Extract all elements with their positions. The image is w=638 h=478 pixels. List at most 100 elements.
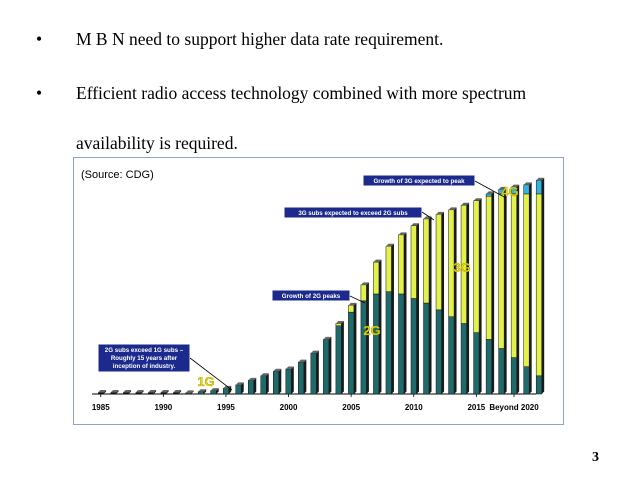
bar-segment — [273, 371, 280, 395]
annotation-pointer — [421, 211, 435, 221]
bar-side — [416, 223, 419, 394]
bar-top — [373, 259, 382, 263]
bar-segment — [398, 293, 405, 395]
bar-segment — [360, 284, 367, 302]
bullet-2-text: Efficient radio access technology combin… — [76, 83, 527, 103]
bar-top — [523, 182, 532, 185]
bar-side — [466, 202, 470, 394]
bar-segment — [348, 311, 355, 395]
bar-top — [285, 366, 294, 369]
generation-label: 4G — [501, 184, 518, 199]
bar-side — [203, 389, 207, 394]
bar-segment — [423, 218, 430, 304]
bar-segment — [260, 375, 267, 395]
bar-segment — [398, 234, 405, 295]
bar-segment — [460, 323, 467, 395]
annotation-3g-exceed-2g-box — [283, 206, 423, 219]
bar-side — [216, 388, 219, 394]
x-tick-label: 2010 — [405, 403, 423, 412]
bar-side — [353, 302, 357, 394]
bar-segment — [247, 380, 254, 395]
bar-top — [473, 198, 482, 201]
bar-side — [116, 390, 119, 394]
bar-segment — [235, 384, 242, 395]
annotation-2g-exceed-1g-text: 2G subs exceed 1G subs – — [105, 347, 184, 354]
bar-top — [273, 368, 282, 372]
bar-segment — [173, 392, 179, 394]
bar-top — [461, 202, 470, 206]
bullet-symbol: • — [36, 29, 43, 49]
bar-side — [278, 368, 282, 394]
bar-top — [398, 232, 407, 235]
bar-segment — [423, 302, 430, 395]
bar-top — [135, 390, 144, 393]
bar-segment — [485, 193, 492, 197]
bar-side — [454, 207, 457, 394]
bar-side — [391, 243, 394, 394]
x-tick-label: 2000 — [280, 403, 298, 412]
bar-segment — [535, 375, 542, 395]
bar-segment — [348, 305, 355, 313]
bar-top — [448, 207, 457, 210]
bar-segment — [148, 392, 154, 394]
page-number: 3 — [592, 450, 599, 465]
bar-side — [366, 282, 369, 394]
bar-side — [541, 177, 545, 394]
bar-segment — [98, 392, 104, 394]
bar-side — [491, 191, 495, 394]
bar-side — [141, 390, 144, 394]
bar-side — [316, 350, 319, 394]
bar-top — [536, 177, 545, 181]
subscriber-growth-chart: (Source: CDG) 1985 1990 1995 2000 2005 2010 201… — [73, 157, 564, 425]
bar-segment — [473, 200, 480, 333]
bar-segment — [410, 225, 417, 299]
annotation-3g-exceed-2g-text: 3G subs expected to exceed 2G subs — [298, 210, 408, 217]
bar-segment — [535, 193, 542, 377]
bar-side — [378, 259, 382, 394]
x-tick-label: 2015 — [467, 403, 485, 412]
bar-segment — [510, 357, 517, 395]
bar-side — [303, 359, 307, 394]
bar-side — [191, 390, 194, 394]
bar-segment — [473, 332, 480, 395]
bar-segment — [523, 366, 530, 395]
bar-top — [411, 223, 419, 226]
annotation-pointer — [349, 295, 366, 304]
bar-top — [123, 390, 132, 393]
bar-segment — [373, 293, 380, 395]
x-tick-label: Beyond 2020 — [489, 403, 539, 412]
bar-segment — [523, 193, 530, 367]
bar-top — [498, 186, 507, 190]
bar-side — [529, 182, 532, 394]
bar-segment — [485, 339, 492, 395]
bar-top — [148, 390, 157, 393]
annotation-3g-peak-text: Growth of 3G expected to peak — [373, 178, 465, 185]
bar-segment — [222, 388, 229, 395]
bar-segment — [185, 392, 192, 395]
x-tick-label: 1995 — [217, 403, 235, 412]
bar-segment — [498, 193, 505, 349]
bar-top — [160, 390, 169, 393]
annotation-pointer — [474, 180, 507, 199]
bar-side — [479, 198, 482, 394]
bar-segment — [135, 392, 142, 394]
bar-segment — [498, 348, 505, 395]
bar-segment — [485, 195, 492, 340]
bar-side — [403, 232, 407, 394]
bar-segment — [335, 323, 342, 327]
bar-top — [248, 377, 257, 381]
bar-segment — [523, 184, 530, 195]
bar-side — [516, 184, 520, 394]
bar-top — [98, 390, 106, 393]
bar-side — [341, 321, 344, 394]
x-tick-label: 2005 — [342, 403, 360, 412]
generation-label: 3G — [453, 260, 470, 275]
bullet-2-continuation: availability is required. — [76, 133, 238, 153]
bar-side — [153, 390, 157, 394]
bar-segment — [385, 245, 392, 292]
bar-segment — [123, 392, 129, 394]
bar-segment — [285, 368, 292, 395]
bar-side — [253, 377, 257, 394]
bar-top — [360, 282, 369, 285]
bar-side — [128, 390, 132, 394]
